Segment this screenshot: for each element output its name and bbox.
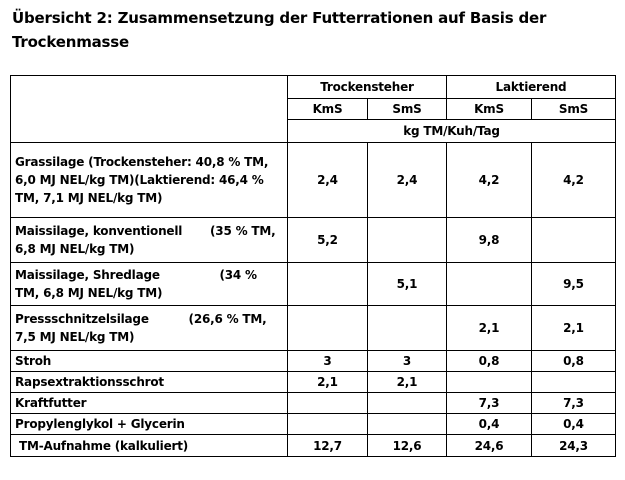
cell-value xyxy=(531,217,616,263)
cell-value xyxy=(287,262,368,306)
row-label-rapsextraktionsschrot: Rapsextraktionsschrot xyxy=(10,371,288,393)
cell-value: 7,3 xyxy=(446,392,532,414)
header-sms-laktierend: SmS xyxy=(531,98,616,120)
cell-value: 2,4 xyxy=(287,142,368,218)
table-row: Stroh 3 3 0,8 0,8 xyxy=(10,350,616,372)
cell-value xyxy=(287,305,368,351)
row-label-line: 7,5 MJ NEL/kg TM) xyxy=(15,330,135,344)
row-label-grassilage: Grassilage (Trockensteher: 40,8 % TM, 6,… xyxy=(10,142,288,218)
table-row-total: TM-Aufnahme (kalkuliert) 12,7 12,6 24,6 … xyxy=(10,434,616,457)
table-row: Pressschnitzelsilage (26,6 % TM, 7,5 MJ … xyxy=(10,305,616,351)
cell-value: 2,1 xyxy=(446,305,532,351)
header-group-trockensteher: Trockensteher xyxy=(287,75,447,99)
row-label-line: TM, 6,8 MJ NEL/kg TM) xyxy=(15,286,163,300)
cell-value: 2,4 xyxy=(367,142,447,218)
ration-table: Trockensteher Laktierend KmS SmS KmS SmS… xyxy=(10,75,616,457)
row-label-line: TM, 7,1 MJ NEL/kg TM) xyxy=(15,191,163,205)
row-label-line: Grassilage (Trockensteher: 40,8 % TM, xyxy=(15,155,269,169)
row-label-line: Maissilage, konventionell (35 % TM, xyxy=(15,224,276,238)
cell-value: 12,6 xyxy=(367,434,447,457)
header-sms-trockensteher: SmS xyxy=(367,98,447,120)
row-label-line: Pressschnitzelsilage (26,6 % TM, xyxy=(15,312,267,326)
table-row: Rapsextraktionsschrot 2,1 2,1 xyxy=(10,371,616,393)
row-label-pressschnitzelsilage: Pressschnitzelsilage (26,6 % TM, 7,5 MJ … xyxy=(10,305,288,351)
cell-value xyxy=(367,217,447,263)
cell-value: 3 xyxy=(287,350,368,372)
cell-value: 24,6 xyxy=(446,434,532,457)
table-row: Grassilage (Trockensteher: 40,8 % TM, 6,… xyxy=(10,142,616,218)
row-label-kraftfutter: Kraftfutter xyxy=(10,392,288,414)
cell-value xyxy=(367,413,447,435)
document-title: Übersicht 2: Zusammensetzung der Futterr… xyxy=(12,9,547,51)
row-label-line: Maissilage, Shredlage (34 % xyxy=(15,268,257,282)
cell-value: 2,1 xyxy=(287,371,368,393)
table-row: Propylenglykol + Glycerin 0,4 0,4 xyxy=(10,413,616,435)
table-row: Maissilage, Shredlage (34 % TM, 6,8 MJ N… xyxy=(10,262,616,306)
cell-value: 2,1 xyxy=(367,371,447,393)
cell-value: 0,4 xyxy=(531,413,616,435)
cell-value xyxy=(531,371,616,393)
cell-value xyxy=(367,392,447,414)
cell-value: 4,2 xyxy=(531,142,616,218)
table-header-row-groups: Trockensteher Laktierend xyxy=(10,75,616,143)
cell-value xyxy=(367,305,447,351)
cell-value: 7,3 xyxy=(531,392,616,414)
cell-value: 2,1 xyxy=(531,305,616,351)
table-row: Maissilage, konventionell (35 % TM, 6,8 … xyxy=(10,217,616,263)
table-row: Kraftfutter 7,3 7,3 xyxy=(10,392,616,414)
row-label-tm-aufnahme: TM-Aufnahme (kalkuliert) xyxy=(10,434,288,457)
cell-value xyxy=(446,262,532,306)
cell-value xyxy=(287,413,368,435)
row-label-propylenglykol-glycerin: Propylenglykol + Glycerin xyxy=(10,413,288,435)
row-label-maissilage-konventionell: Maissilage, konventionell (35 % TM, 6,8 … xyxy=(10,217,288,263)
cell-value: 9,5 xyxy=(531,262,616,306)
cell-value: 0,8 xyxy=(446,350,532,372)
cell-value: 4,2 xyxy=(446,142,532,218)
header-unit: kg TM/Kuh/Tag xyxy=(287,119,616,143)
header-group-laktierend: Laktierend xyxy=(446,75,616,99)
cell-value: 3 xyxy=(367,350,447,372)
row-label-line: 6,8 MJ NEL/kg TM) xyxy=(15,242,135,256)
row-label-maissilage-shredlage: Maissilage, Shredlage (34 % TM, 6,8 MJ N… xyxy=(10,262,288,306)
cell-value: 5,2 xyxy=(287,217,368,263)
cell-value xyxy=(446,371,532,393)
cell-value: 9,8 xyxy=(446,217,532,263)
cell-value: 0,4 xyxy=(446,413,532,435)
header-kms-laktierend: KmS xyxy=(446,98,532,120)
header-blank-cell xyxy=(10,75,288,143)
cell-value: 0,8 xyxy=(531,350,616,372)
header-kms-trockensteher: KmS xyxy=(287,98,368,120)
cell-value: 5,1 xyxy=(367,262,447,306)
cell-value: 24,3 xyxy=(531,434,616,457)
cell-value: 12,7 xyxy=(287,434,368,457)
row-label-line: 6,0 MJ NEL/kg TM)(Laktierend: 46,4 % xyxy=(15,173,264,187)
cell-value xyxy=(287,392,368,414)
row-label-stroh: Stroh xyxy=(10,350,288,372)
table-header-row-unit: kg TM/Kuh/Tag xyxy=(11,119,616,143)
